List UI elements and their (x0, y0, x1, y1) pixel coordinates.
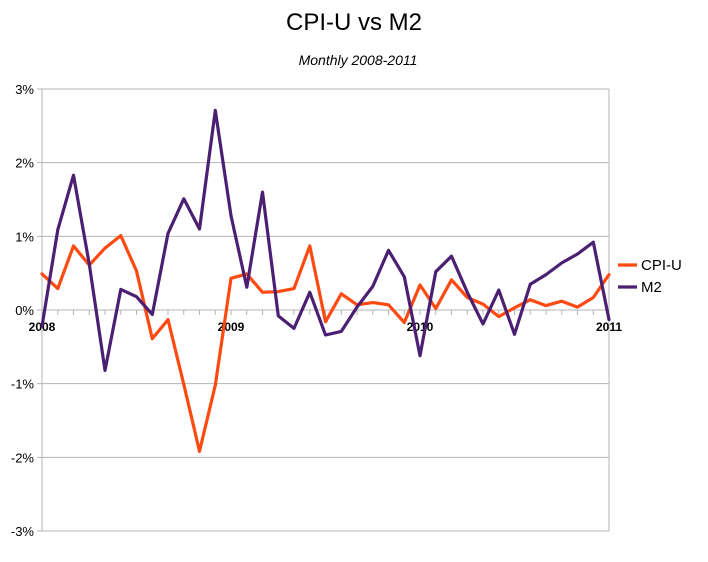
y-tick-label: -3% (11, 524, 35, 539)
series-lines (40, 108, 611, 453)
legend-label-cpi-u: CPI-U (641, 257, 682, 274)
series-line-m2 (40, 108, 611, 372)
series-line-cpi-u (40, 234, 611, 453)
y-tick-label: 1% (15, 229, 34, 244)
x-tick-label: 2010 (407, 320, 434, 334)
chart-subtitle: Monthly 2008-2011 (299, 52, 418, 68)
y-tick-label: 0% (15, 303, 34, 318)
legend: CPI-U M2 (618, 257, 682, 296)
x-tick-label: 2011 (596, 320, 622, 334)
y-tick-label: -2% (11, 450, 35, 465)
y-tick-label: -1% (11, 377, 35, 392)
legend-label-m2: M2 (641, 279, 662, 296)
y-tick-label: 3% (15, 82, 34, 97)
y-tick-label: 2% (15, 156, 34, 171)
y-axis-ticks: 3% 2% 1% 0% -1% -2% -3% (11, 82, 35, 539)
chart-title: CPI-U vs M2 (286, 9, 422, 36)
